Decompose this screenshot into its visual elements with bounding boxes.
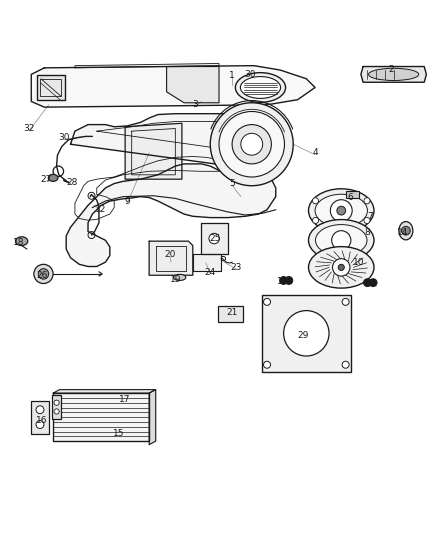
Ellipse shape [48,174,58,181]
Circle shape [241,133,263,155]
Polygon shape [166,67,219,103]
Circle shape [312,217,318,223]
Text: 25: 25 [209,233,220,243]
Text: 8: 8 [364,228,370,237]
Polygon shape [193,254,221,271]
Bar [52,395,61,419]
Circle shape [36,421,44,429]
Circle shape [330,200,352,222]
Text: 24: 24 [205,268,216,277]
Text: 15: 15 [113,429,124,438]
Circle shape [364,279,371,287]
Text: 6: 6 [347,193,353,202]
Ellipse shape [368,68,419,80]
Circle shape [312,198,318,204]
Text: 32: 32 [23,125,35,133]
Ellipse shape [315,194,367,227]
Text: 11: 11 [276,277,288,286]
Text: 17: 17 [120,395,131,404]
Ellipse shape [308,247,374,288]
Circle shape [38,269,49,279]
Circle shape [284,311,329,356]
Text: 23: 23 [231,263,242,272]
Circle shape [342,361,349,368]
Text: 5: 5 [229,179,235,188]
Circle shape [280,277,288,285]
Text: 1: 1 [229,71,235,80]
Polygon shape [66,114,280,266]
Ellipse shape [15,237,28,246]
Text: 18: 18 [13,238,25,247]
Circle shape [364,198,370,204]
Polygon shape [53,390,155,393]
Polygon shape [149,390,155,445]
Circle shape [209,233,219,244]
Text: 21: 21 [226,308,238,317]
Circle shape [332,259,350,276]
Text: 13: 13 [364,279,375,288]
Circle shape [54,409,59,414]
Text: 30: 30 [58,133,70,142]
Ellipse shape [173,274,186,280]
Text: 4: 4 [312,149,318,157]
Polygon shape [149,241,193,275]
Text: 9: 9 [124,197,130,206]
Circle shape [264,298,271,305]
Text: 14: 14 [397,228,408,237]
Circle shape [36,406,44,414]
Text: 10: 10 [353,257,364,266]
Ellipse shape [399,222,413,240]
Circle shape [369,279,377,287]
Text: 2: 2 [389,64,394,74]
Circle shape [53,166,64,176]
Text: 28: 28 [66,178,78,187]
Text: 7: 7 [367,212,372,221]
Polygon shape [125,123,182,179]
Polygon shape [75,63,219,68]
Bar [37,75,65,100]
Circle shape [364,217,370,223]
Text: 30: 30 [244,70,255,79]
Bar [53,393,149,441]
Text: 19: 19 [170,275,181,284]
Circle shape [232,125,272,164]
Bar [40,79,61,96]
Circle shape [264,361,271,368]
Polygon shape [201,223,228,254]
Circle shape [342,298,349,305]
Bar [31,401,49,433]
Circle shape [337,206,346,215]
Ellipse shape [315,224,367,256]
Circle shape [34,264,53,284]
Text: 16: 16 [36,416,48,425]
Ellipse shape [308,189,374,232]
Circle shape [402,227,410,235]
Text: 29: 29 [297,331,308,340]
Text: 20: 20 [164,250,176,259]
Circle shape [338,264,344,270]
Ellipse shape [240,77,281,99]
Circle shape [210,103,293,185]
Bar [346,191,359,198]
Circle shape [219,111,285,177]
Text: 3: 3 [192,100,198,109]
Text: 12: 12 [95,205,107,214]
Circle shape [54,400,59,405]
Ellipse shape [308,220,374,261]
Ellipse shape [235,72,286,102]
Circle shape [285,277,293,285]
Circle shape [332,231,351,250]
Text: 26: 26 [36,271,48,280]
Bar [261,295,351,372]
Text: 27: 27 [41,175,52,184]
Polygon shape [361,67,426,82]
Bar [218,306,244,321]
Polygon shape [31,66,315,107]
